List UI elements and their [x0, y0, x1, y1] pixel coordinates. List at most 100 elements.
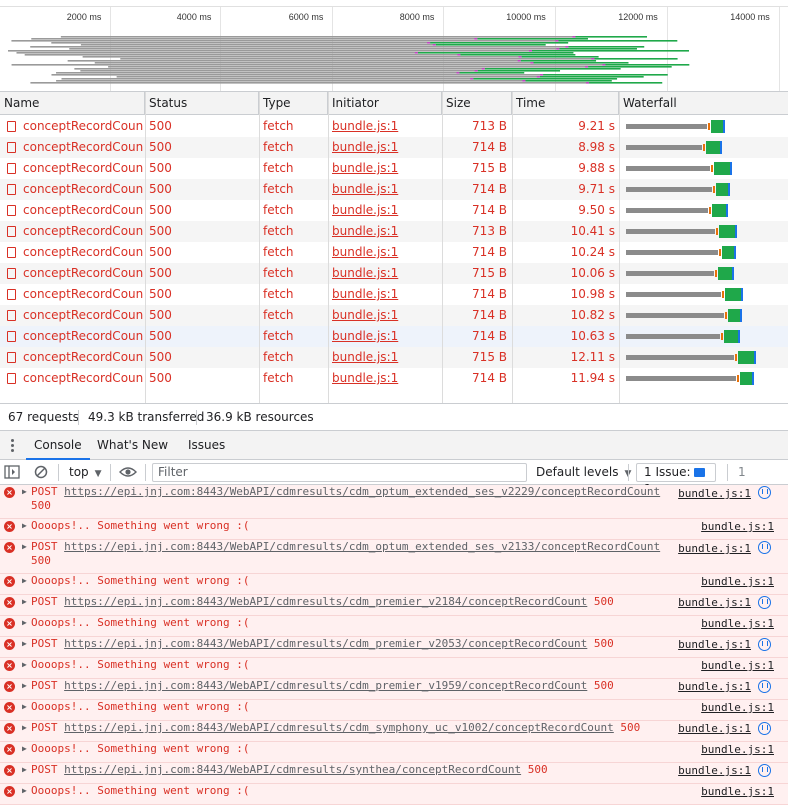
reveal-in-network-icon[interactable]: [758, 764, 771, 777]
request-initiator-link[interactable]: bundle.js:1: [332, 119, 399, 133]
network-request-row[interactable]: conceptRecordCount 500 fetch bundle.js:1 713…: [0, 221, 788, 242]
expand-triangle-icon[interactable]: ▶: [22, 639, 27, 648]
network-overview[interactable]: 2000 ms 4000 ms 6000 ms 8000 ms 10000 ms 1200…: [0, 0, 788, 92]
column-header-initiator[interactable]: Initiator: [328, 92, 442, 115]
clear-console-icon[interactable]: [34, 465, 48, 479]
network-request-row[interactable]: conceptRecordCount 500 fetch bundle.js:1 714…: [0, 284, 788, 305]
console-error-message[interactable]: × ▶ Oooops!.. Something went wrong :(bundl…: [0, 616, 788, 637]
source-link[interactable]: bundle.js:1: [701, 659, 774, 672]
console-error-message[interactable]: × ▶ Oooops!.. Something went wrong :(bundl…: [0, 519, 788, 540]
source-link[interactable]: bundle.js:1: [678, 680, 751, 693]
console-error-message[interactable]: × ▶ Oooops!.. Something went wrong :(bundl…: [0, 574, 788, 595]
source-link[interactable]: bundle.js:1: [678, 722, 751, 735]
reveal-in-network-icon[interactable]: [758, 541, 771, 554]
column-header-type[interactable]: Type: [259, 92, 328, 115]
console-error-message[interactable]: × ▶ POST https://epi.jnj.com:8443/WebAPI/c…: [0, 763, 788, 784]
request-initiator-link[interactable]: bundle.js:1: [332, 245, 399, 259]
tab-whats-new[interactable]: What's New: [97, 438, 169, 452]
context-selector[interactable]: top ▼: [69, 460, 102, 485]
expand-triangle-icon[interactable]: ▶: [22, 702, 27, 711]
network-request-row[interactable]: conceptRecordCount 500 fetch bundle.js:1 713…: [0, 116, 788, 137]
request-initiator-link[interactable]: bundle.js:1: [332, 350, 399, 364]
column-header-name[interactable]: Name: [0, 92, 145, 115]
filter-input[interactable]: Filter: [152, 463, 527, 482]
source-link[interactable]: bundle.js:1: [701, 701, 774, 714]
column-header-time[interactable]: Time: [512, 92, 619, 115]
request-initiator-link[interactable]: bundle.js:1: [332, 308, 399, 322]
expand-triangle-icon[interactable]: ▶: [22, 521, 27, 530]
console-error-message[interactable]: × ▶ Oooops!.. Something went wrong :(bundl…: [0, 784, 788, 805]
network-request-row[interactable]: conceptRecordCount 500 fetch bundle.js:1 714…: [0, 368, 788, 389]
request-url-link[interactable]: https://epi.jnj.com:8443/WebAPI/cdmresul…: [64, 721, 614, 734]
request-initiator-link[interactable]: bundle.js:1: [332, 161, 399, 175]
console-error-message[interactable]: × ▶ POST https://epi.jnj.com:8443/WebAPI/c…: [0, 679, 788, 700]
console-error-message[interactable]: × ▶ POST https://epi.jnj.com:8443/WebAPI/c…: [0, 485, 788, 519]
source-link[interactable]: bundle.js:1: [701, 743, 774, 756]
console-error-message[interactable]: × ▶ Oooops!.. Something went wrong :(bundl…: [0, 658, 788, 679]
request-url-link[interactable]: https://epi.jnj.com:8443/WebAPI/cdmresul…: [64, 595, 588, 608]
log-levels-dropdown[interactable]: Default levels ▼: [536, 460, 631, 485]
console-error-message[interactable]: × ▶ POST https://epi.jnj.com:8443/WebAPI/c…: [0, 721, 788, 742]
expand-triangle-icon[interactable]: ▶: [22, 597, 27, 606]
column-header-status[interactable]: Status: [145, 92, 259, 115]
request-initiator-link[interactable]: bundle.js:1: [332, 140, 399, 154]
request-url-link[interactable]: https://epi.jnj.com:8443/WebAPI/cdmresul…: [64, 540, 661, 553]
expand-triangle-icon[interactable]: ▶: [22, 576, 27, 585]
network-request-row[interactable]: conceptRecordCount 500 fetch bundle.js:1 715…: [0, 158, 788, 179]
request-url-link[interactable]: https://epi.jnj.com:8443/WebAPI/cdmresul…: [64, 485, 661, 498]
expand-triangle-icon[interactable]: ▶: [22, 681, 27, 690]
network-request-row[interactable]: conceptRecordCount 500 fetch bundle.js:1 714…: [0, 305, 788, 326]
sidebar-toggle-icon[interactable]: [4, 465, 20, 479]
expand-triangle-icon[interactable]: ▶: [22, 786, 27, 795]
column-header-waterfall[interactable]: Waterfall: [623, 96, 677, 110]
reveal-in-network-icon[interactable]: [758, 638, 771, 651]
source-link[interactable]: bundle.js:1: [678, 764, 751, 777]
console-error-message[interactable]: × ▶ POST https://epi.jnj.com:8443/WebAPI/c…: [0, 637, 788, 658]
source-link[interactable]: bundle.js:1: [701, 575, 774, 588]
expand-triangle-icon[interactable]: ▶: [22, 542, 27, 551]
network-request-row[interactable]: conceptRecordCount 500 fetch bundle.js:1 714…: [0, 242, 788, 263]
request-initiator-link[interactable]: bundle.js:1: [332, 266, 399, 280]
request-url-link[interactable]: https://epi.jnj.com:8443/WebAPI/cdmresul…: [64, 679, 588, 692]
source-link[interactable]: bundle.js:1: [678, 638, 751, 651]
console-error-message[interactable]: × ▶ Oooops!.. Something went wrong :(bundl…: [0, 700, 788, 721]
reveal-in-network-icon[interactable]: [758, 596, 771, 609]
expand-triangle-icon[interactable]: ▶: [22, 723, 27, 732]
network-request-row[interactable]: conceptRecordCount 500 fetch bundle.js:1 714…: [0, 200, 788, 221]
request-initiator-link[interactable]: bundle.js:1: [332, 182, 399, 196]
eye-icon[interactable]: [119, 466, 137, 478]
expand-triangle-icon[interactable]: ▶: [22, 660, 27, 669]
source-link[interactable]: bundle.js:1: [678, 596, 751, 609]
request-initiator-link[interactable]: bundle.js:1: [332, 203, 399, 217]
request-initiator-link[interactable]: bundle.js:1: [332, 329, 399, 343]
column-header-size[interactable]: Size: [442, 92, 512, 115]
tab-issues[interactable]: Issues: [188, 438, 226, 452]
drawer-menu-icon[interactable]: [8, 439, 16, 453]
source-link[interactable]: bundle.js:1: [701, 785, 774, 798]
expand-triangle-icon[interactable]: ▶: [22, 618, 27, 627]
network-request-row[interactable]: conceptRecordCount 500 fetch bundle.js:1 715…: [0, 263, 788, 284]
source-link[interactable]: bundle.js:1: [701, 617, 774, 630]
expand-triangle-icon[interactable]: ▶: [22, 744, 27, 753]
console-error-message[interactable]: × ▶ POST https://epi.jnj.com:8443/WebAPI/c…: [0, 595, 788, 616]
tab-console[interactable]: Console: [26, 431, 90, 460]
reveal-in-network-icon[interactable]: [758, 722, 771, 735]
network-request-row[interactable]: conceptRecordCount 500 fetch bundle.js:1 714…: [0, 137, 788, 158]
expand-triangle-icon[interactable]: ▶: [22, 487, 27, 496]
expand-triangle-icon[interactable]: ▶: [22, 765, 27, 774]
issues-button[interactable]: 1 Issue: 1: [636, 463, 716, 496]
request-initiator-link[interactable]: bundle.js:1: [332, 224, 399, 238]
request-url-link[interactable]: https://epi.jnj.com:8443/WebAPI/cdmresul…: [64, 763, 522, 776]
request-initiator-link[interactable]: bundle.js:1: [332, 287, 399, 301]
source-link[interactable]: bundle.js:1: [678, 487, 751, 500]
reveal-in-network-icon[interactable]: [758, 680, 771, 693]
source-link[interactable]: bundle.js:1: [678, 542, 751, 555]
network-request-row[interactable]: conceptRecordCount 500 fetch bundle.js:1 715…: [0, 347, 788, 368]
source-link[interactable]: bundle.js:1: [701, 520, 774, 533]
console-error-message[interactable]: × ▶ Oooops!.. Something went wrong :(bundl…: [0, 742, 788, 763]
console-error-message[interactable]: × ▶ POST https://epi.jnj.com:8443/WebAPI/c…: [0, 540, 788, 574]
network-request-row[interactable]: conceptRecordCount 500 fetch bundle.js:1 714…: [0, 179, 788, 200]
request-initiator-link[interactable]: bundle.js:1: [332, 371, 399, 385]
network-request-row[interactable]: conceptRecordCount 500 fetch bundle.js:1 714…: [0, 326, 788, 347]
request-url-link[interactable]: https://epi.jnj.com:8443/WebAPI/cdmresul…: [64, 637, 588, 650]
